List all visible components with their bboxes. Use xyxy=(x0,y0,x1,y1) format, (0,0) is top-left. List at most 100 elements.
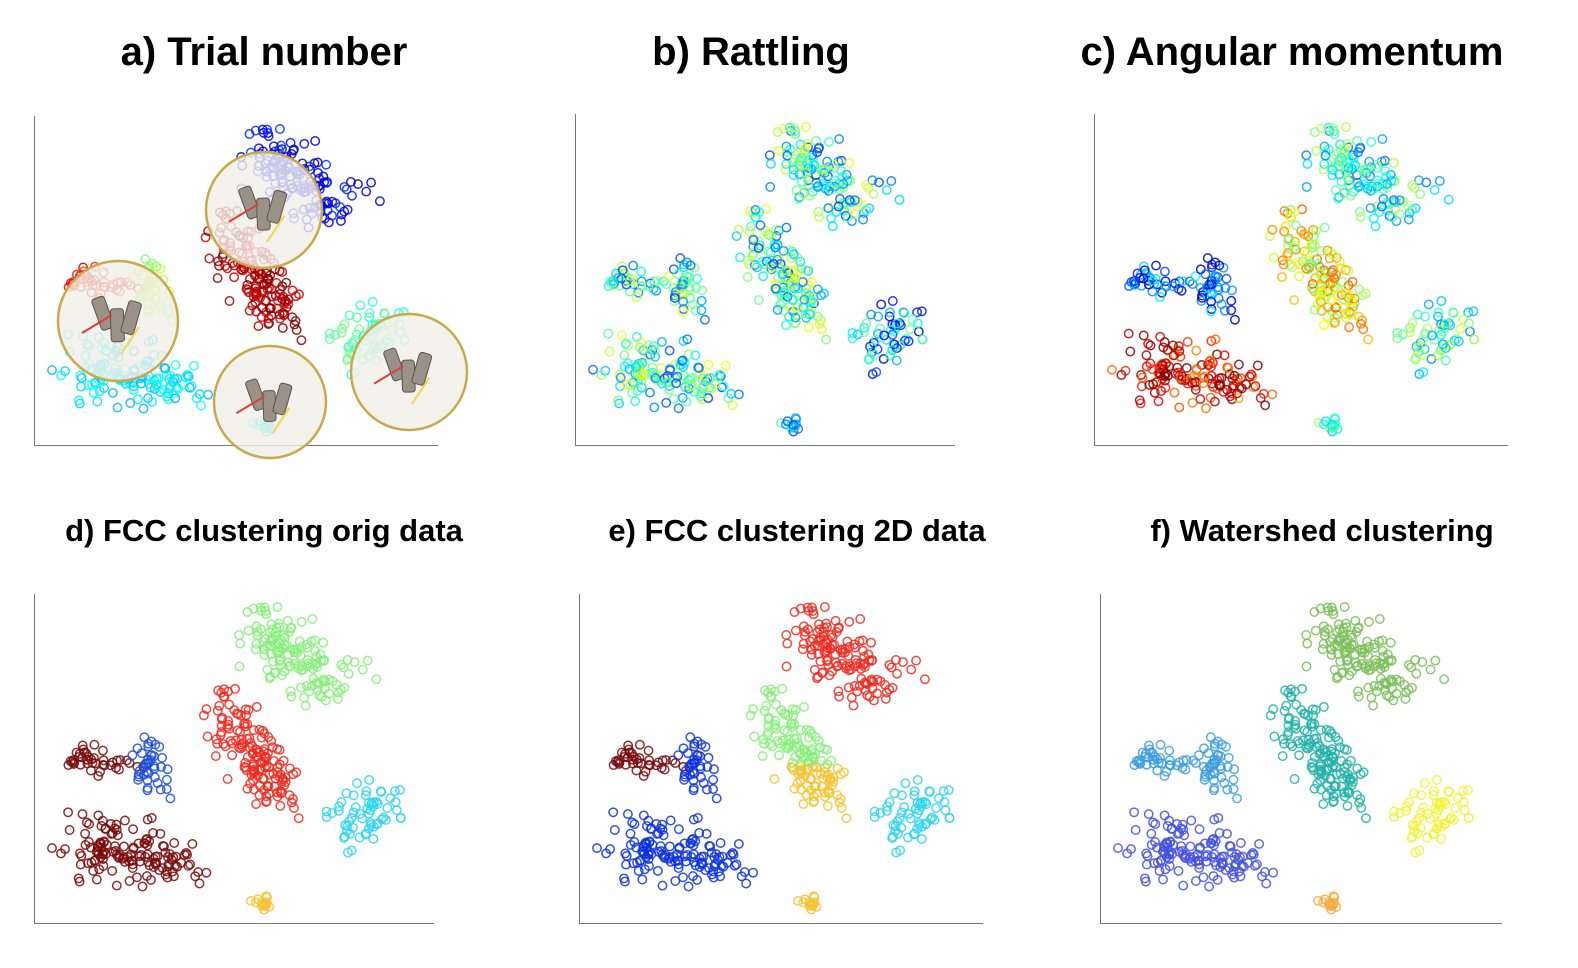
scatter-point xyxy=(346,845,357,856)
scatter-point xyxy=(252,630,263,641)
scatter-point xyxy=(825,773,836,784)
scatter-point xyxy=(1217,859,1228,870)
scatter-point xyxy=(1453,336,1464,347)
scatter-point xyxy=(1244,371,1255,382)
scatter-point xyxy=(124,876,135,886)
scatter-point xyxy=(896,807,907,818)
scatter-point xyxy=(321,159,332,170)
scatter-point xyxy=(76,850,87,861)
scatter-point xyxy=(395,812,406,823)
scatter-point xyxy=(819,602,830,612)
scatter-point xyxy=(842,212,853,223)
scatter-point xyxy=(1406,662,1417,673)
scatter-point xyxy=(1328,154,1339,165)
scatter-point xyxy=(159,385,170,396)
scatter-point xyxy=(1340,308,1351,319)
scatter-point xyxy=(681,396,692,407)
scatter-point xyxy=(690,350,701,361)
scatter-point xyxy=(164,849,175,860)
scatter-point xyxy=(847,333,858,344)
scatter-point xyxy=(133,394,143,405)
scatter-point xyxy=(1268,867,1279,878)
scatter-point xyxy=(87,379,97,390)
scatter-points xyxy=(47,602,406,915)
scatter-point xyxy=(111,824,122,835)
scatter-point xyxy=(604,346,615,357)
scatter-point xyxy=(898,657,908,668)
scatter-point xyxy=(271,623,282,633)
scatter-point xyxy=(1374,636,1385,647)
scatter-point xyxy=(1365,203,1376,214)
scatter-point xyxy=(1210,334,1221,345)
scatter-point xyxy=(681,276,692,287)
scatter-point xyxy=(286,797,297,808)
scatter-point xyxy=(1261,878,1272,889)
scatter-point xyxy=(830,649,841,660)
scatter-point xyxy=(1359,643,1370,654)
scatter-point xyxy=(894,812,905,823)
scatter-point xyxy=(1194,843,1205,854)
scatter-point xyxy=(682,334,693,345)
scatter-point xyxy=(916,306,927,317)
scatter-point xyxy=(161,391,172,402)
scatter-point xyxy=(1436,296,1447,306)
scatter-point xyxy=(1449,335,1460,346)
scatter-point xyxy=(249,766,260,776)
scatter-point xyxy=(1192,849,1203,860)
scatter-point xyxy=(265,635,276,646)
scatter-point xyxy=(1403,214,1414,225)
scatter-point xyxy=(1198,872,1209,883)
scatter-point xyxy=(678,262,689,273)
scatter-point xyxy=(631,754,642,765)
scatter-point xyxy=(643,759,654,770)
scatter-point xyxy=(300,700,311,711)
scatter-point xyxy=(1321,267,1332,278)
scatter-point xyxy=(1190,856,1201,867)
scatter-point xyxy=(682,850,693,860)
scatter-point xyxy=(800,143,811,154)
scatter-point xyxy=(796,784,807,795)
scatter-point xyxy=(1377,134,1388,145)
scatter-point xyxy=(1268,704,1279,715)
scatter-point xyxy=(744,259,755,270)
scatter-point xyxy=(1254,838,1265,849)
scatter-point xyxy=(313,167,323,178)
scatter-point xyxy=(1143,740,1154,751)
scatter-point xyxy=(1191,345,1202,356)
scatter-point xyxy=(1158,342,1169,353)
scatter-point xyxy=(661,378,672,388)
scatter-point xyxy=(1309,239,1320,250)
scatter-point xyxy=(678,872,688,883)
scatter-point xyxy=(128,843,139,854)
scatter-point xyxy=(234,661,245,672)
scatter-point xyxy=(886,662,897,673)
scatter-point xyxy=(818,773,828,784)
scatter-point xyxy=(900,778,911,789)
scatter-point xyxy=(909,786,920,797)
scatter-point xyxy=(783,267,794,278)
scatter-point xyxy=(1320,150,1331,161)
scatter-point xyxy=(1317,287,1328,298)
scatter-point xyxy=(1363,334,1374,345)
scatter-point xyxy=(1289,722,1300,733)
scatter-point xyxy=(1204,881,1214,892)
scatter-point xyxy=(385,793,396,804)
scatter-point xyxy=(1329,312,1340,323)
scatter-point xyxy=(795,725,806,736)
scatter-point xyxy=(1277,272,1288,283)
scatter-point xyxy=(1310,704,1321,715)
scatter-point xyxy=(299,138,310,149)
scatter-point xyxy=(1346,295,1357,306)
scatter-point xyxy=(177,379,188,390)
scatter-point xyxy=(1181,755,1192,766)
scatter-point xyxy=(277,773,288,784)
scatter-point xyxy=(746,221,757,232)
scatter-point xyxy=(827,221,838,232)
scatter-point xyxy=(83,752,94,762)
scatter-point xyxy=(1145,340,1156,351)
scatter-point xyxy=(342,654,353,665)
scatter-point xyxy=(161,784,172,795)
scatter-point xyxy=(1329,781,1340,792)
scatter-point xyxy=(254,790,265,801)
scatter-point xyxy=(1338,623,1349,633)
